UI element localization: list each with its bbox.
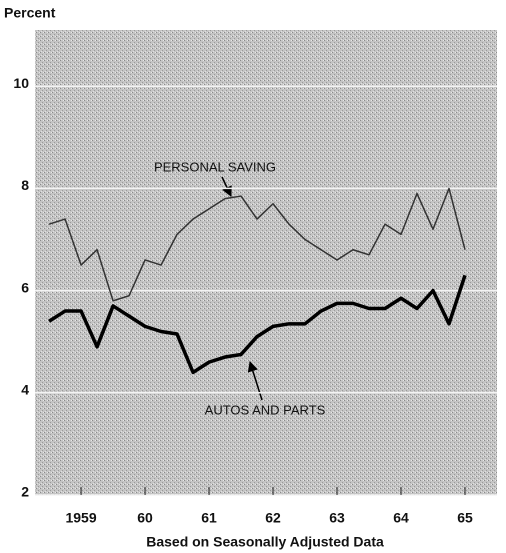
arrow [247,360,263,401]
y-axis-label: Percent [4,5,56,21]
x-tick-label: 62 [265,510,281,526]
x-tick-label: 1959 [65,510,96,526]
y-tick-label: 2 [21,484,29,500]
x-axis-label: Based on Seasonally Adjusted Data [146,534,384,550]
x-tick-label: 61 [201,510,217,526]
x-tick-label: 65 [457,510,473,526]
arrow [221,176,232,197]
series-label: PERSONAL SAVING [154,159,276,174]
y-tick-label: 10 [13,75,29,91]
x-tick-label: 64 [393,510,409,526]
line-series [48,274,467,375]
plot-area [35,30,497,495]
x-tick-label: 60 [137,510,153,526]
y-tick-label: 4 [21,382,29,398]
y-tick-label: 6 [21,279,29,295]
line-series [48,187,466,302]
series-label: AUTOS AND PARTS [205,402,326,417]
x-tick-label: 63 [329,510,345,526]
y-tick-label: 8 [21,177,29,193]
